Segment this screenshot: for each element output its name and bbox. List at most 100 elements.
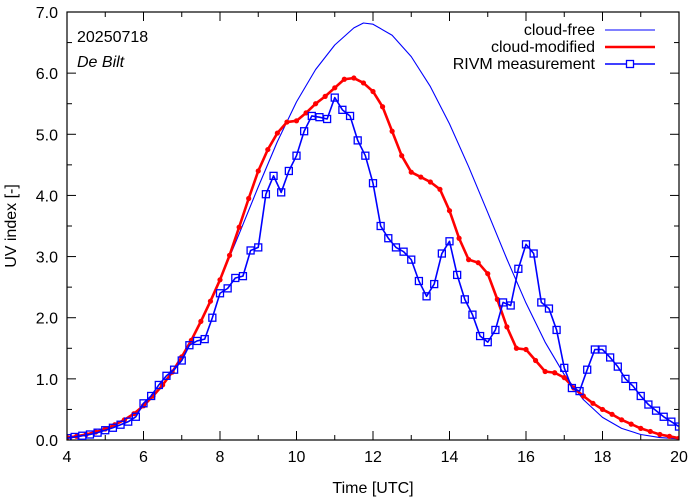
data-point — [575, 386, 584, 396]
y-tick-label: 1.0 — [36, 372, 58, 389]
data-point — [261, 190, 271, 199]
data-point — [399, 153, 405, 159]
data-point — [504, 324, 510, 330]
data-point — [368, 179, 378, 188]
legend-label: RIVM measurement — [453, 56, 596, 73]
data-point — [223, 284, 232, 293]
data-point — [284, 119, 290, 125]
data-point — [676, 435, 679, 440]
data-point — [246, 195, 252, 202]
data-point — [456, 235, 462, 241]
data-point — [238, 271, 248, 281]
data-point — [599, 406, 606, 413]
data-point — [345, 111, 355, 121]
legend-label: cloud-free — [524, 22, 595, 39]
data-point — [313, 101, 319, 107]
data-point — [638, 425, 644, 431]
data-point — [542, 368, 548, 375]
data-point — [452, 270, 462, 280]
x-tick-label: 20 — [670, 449, 688, 466]
data-point — [659, 412, 668, 421]
series-line — [67, 96, 679, 439]
data-point — [139, 399, 148, 408]
data-point — [606, 353, 615, 362]
data-point — [532, 357, 539, 364]
data-point — [85, 430, 95, 439]
data-point — [360, 80, 367, 86]
data-point — [590, 345, 599, 354]
x-tick-label: 16 — [517, 449, 535, 466]
data-point — [154, 380, 163, 390]
data-point — [514, 264, 523, 273]
data-point — [609, 411, 615, 417]
data-point — [644, 400, 653, 409]
data-point — [207, 298, 214, 304]
data-point — [628, 421, 634, 427]
data-point — [169, 365, 179, 374]
y-tick-label: 3.0 — [36, 250, 58, 267]
y-axis-title: UV index [-] — [3, 184, 20, 268]
data-point — [67, 434, 72, 440]
data-point — [146, 391, 156, 401]
data-point — [208, 313, 217, 322]
y-tick-label: 4.0 — [36, 188, 58, 205]
data-point — [215, 289, 225, 298]
series-cloud-free — [67, 22, 679, 440]
data-point — [341, 76, 347, 82]
x-axis-title: Time [UTC] — [332, 480, 413, 497]
annotation-date: 20250718 — [77, 29, 148, 46]
x-tick-label: 18 — [594, 449, 612, 466]
data-point — [619, 417, 625, 423]
data-point — [422, 292, 431, 301]
x-tick-label: 8 — [216, 449, 225, 466]
data-point — [265, 146, 271, 153]
data-point — [667, 417, 676, 426]
legend-marker — [625, 59, 635, 69]
data-point — [506, 301, 515, 310]
data-point — [475, 331, 485, 341]
plot-frame — [66, 11, 680, 441]
data-point — [226, 252, 233, 258]
data-point — [255, 168, 261, 174]
data-point — [537, 298, 546, 307]
data-point — [613, 362, 622, 371]
data-point — [498, 298, 508, 307]
series-layer — [67, 22, 679, 440]
data-point — [200, 334, 209, 344]
data-point — [583, 365, 592, 374]
plot-border — [66, 11, 680, 441]
data-point — [560, 363, 569, 373]
ticks-layer: 4 6 8 10 12 14 16 18 20 0.0 1.0 2.0 3.0 4.0 5.0 6.0 7.0 — [36, 5, 688, 466]
data-point — [651, 406, 661, 415]
data-point — [274, 130, 280, 136]
data-point — [299, 127, 309, 136]
data-point — [269, 171, 278, 181]
data-point — [353, 136, 362, 145]
data-point — [389, 128, 395, 134]
y-tick-label: 5.0 — [36, 127, 58, 144]
x-tick-label: 14 — [441, 449, 459, 466]
data-point — [437, 186, 443, 192]
data-point — [598, 345, 607, 354]
data-point — [491, 325, 500, 335]
x-tick-label: 12 — [364, 449, 382, 466]
data-point — [162, 371, 171, 380]
data-point — [521, 240, 531, 249]
data-point — [407, 255, 416, 264]
data-point — [399, 247, 408, 256]
data-point — [529, 249, 538, 258]
data-point — [277, 188, 286, 197]
data-point — [446, 208, 453, 214]
data-point — [303, 110, 309, 116]
data-point — [523, 346, 529, 353]
data-point — [293, 118, 300, 124]
data-point — [460, 295, 469, 304]
y-tick-label: 2.0 — [36, 311, 58, 328]
data-point — [437, 249, 447, 258]
data-point — [379, 104, 386, 110]
series-rivm-measurement — [67, 93, 679, 440]
data-point — [414, 276, 424, 286]
data-point — [552, 325, 561, 335]
data-point — [636, 391, 645, 401]
data-point — [445, 237, 454, 246]
